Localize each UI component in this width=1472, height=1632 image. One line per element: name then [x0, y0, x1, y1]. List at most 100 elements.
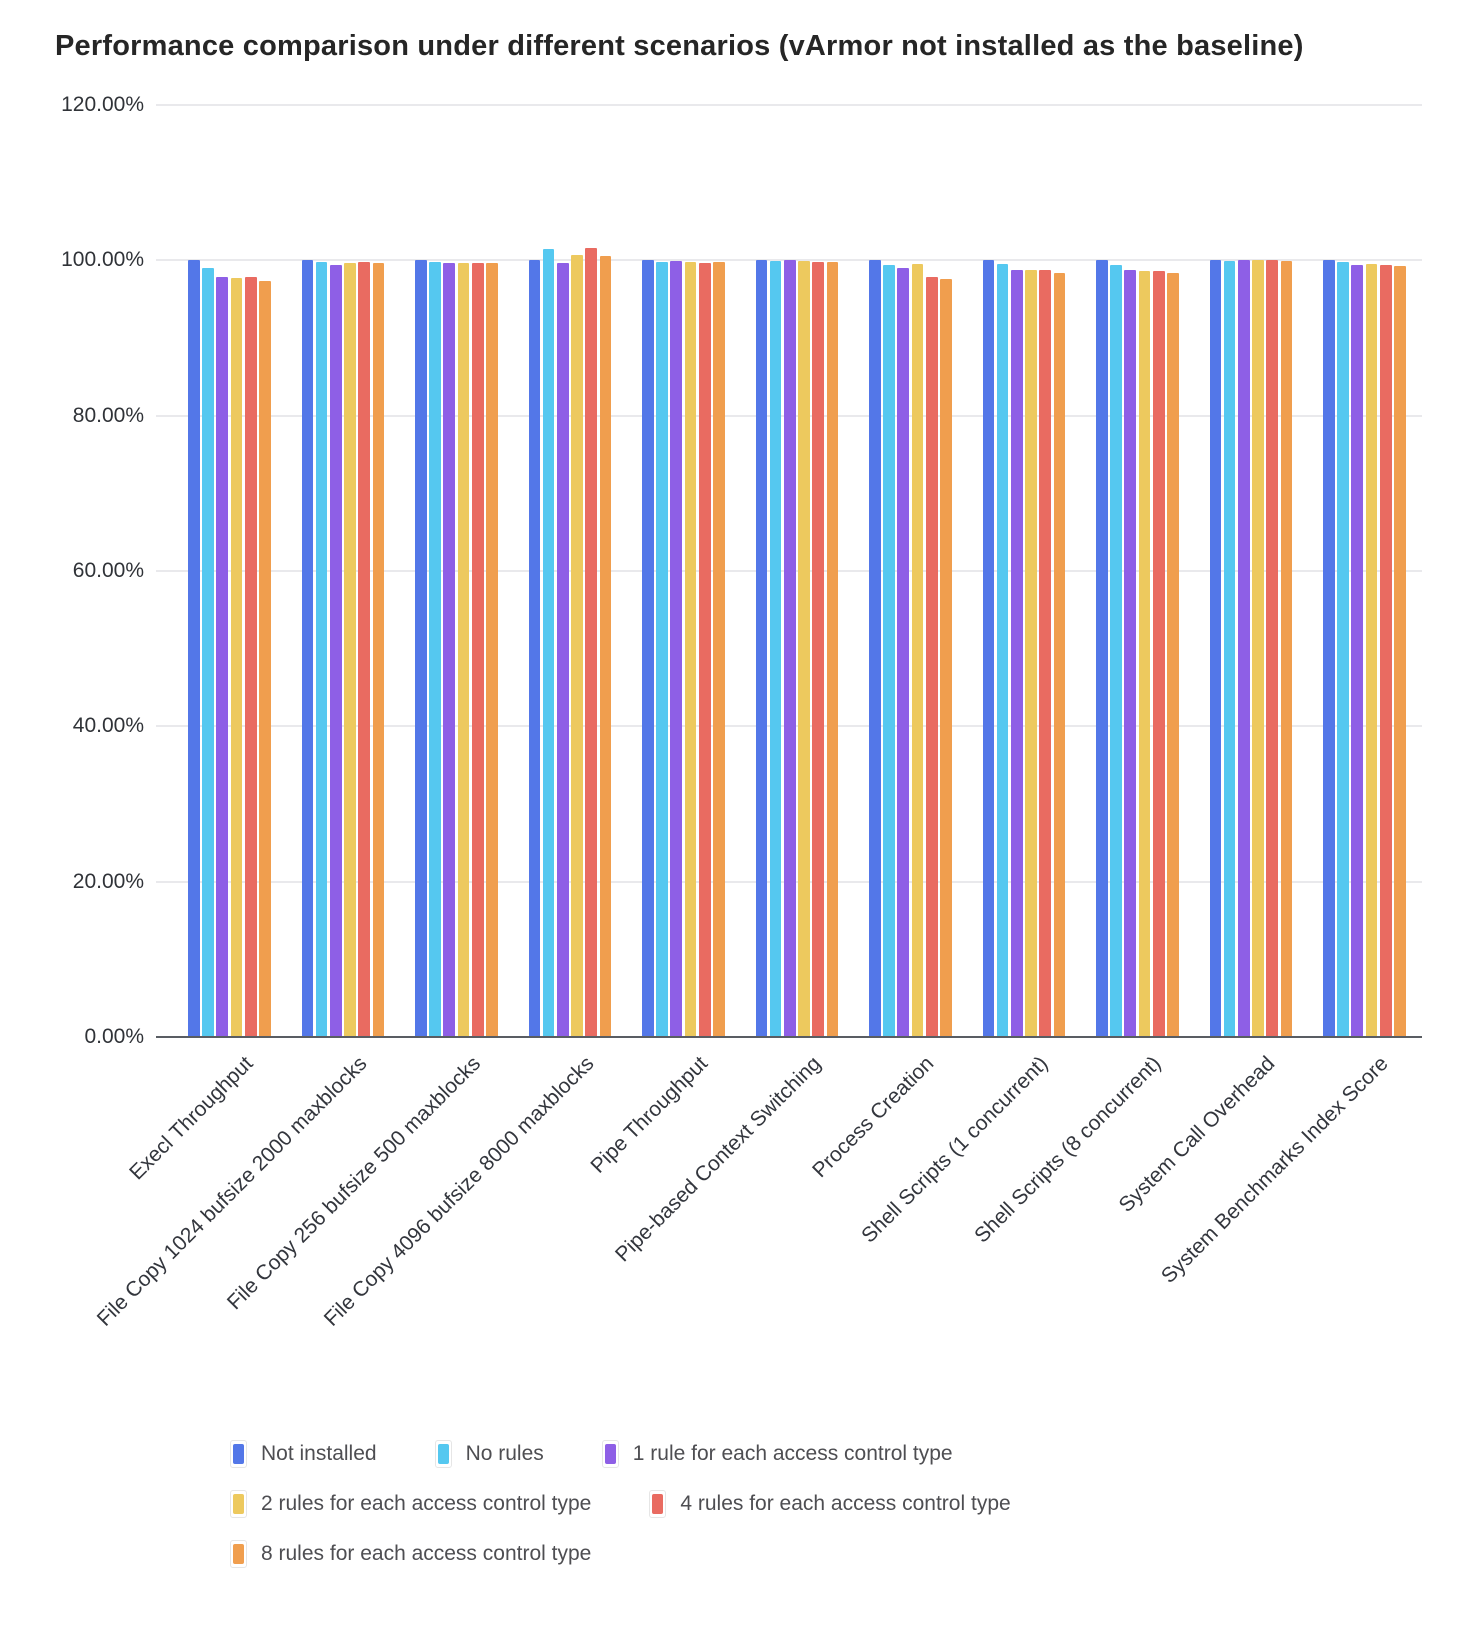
bar-1-rule-for-each-access-control-type-file-copy-4096-bufsize-8000-maxblocks [556, 262, 569, 1037]
x-axis-label-pipe-throughput: Pipe Throughput [585, 1052, 712, 1178]
bar-8-rules-for-each-access-control-type-process-creation [940, 278, 952, 1037]
legend-item-no-rules[interactable]: No rules [434, 1440, 544, 1468]
bar-4-rules-for-each-access-control-type-file-copy-1024-bufsize-2000-maxblocks [358, 261, 371, 1037]
bar-no-rules-shell-scripts-8-concurrent [1110, 264, 1122, 1037]
bar-1-rule-for-each-access-control-type-shell-scripts-1-concurrent [1010, 269, 1023, 1037]
legend-item-4-rules-for-each-access-control-type[interactable]: 4 rules for each access control type [649, 1490, 1011, 1518]
legend-label: Not installed [261, 1442, 377, 1465]
bar-4-rules-for-each-access-control-type-shell-scripts-8-concurrent [1152, 271, 1165, 1037]
bar-not-installed-execl-throughput [188, 260, 200, 1037]
bar-not-installed-shell-scripts-8-concurrent [1096, 260, 1108, 1037]
bar-no-rules-file-copy-256-bufsize-500-maxblocks [429, 261, 441, 1037]
bar-4-rules-for-each-access-control-type-execl-throughput [244, 277, 257, 1037]
x-axis-line [156, 1036, 1422, 1038]
legend-swatch-not-installed [230, 1440, 247, 1468]
bar-4-rules-for-each-access-control-type-pipe-throughput [698, 262, 711, 1037]
legend: Not installed No rules 1 rule for each acc… [230, 1440, 1245, 1568]
chart-title: Performance comparison under different s… [55, 30, 1304, 62]
gridline-120 [156, 103, 1422, 106]
x-axis-label-shell-scripts-8-concurrent: Shell Scripts (8 concurrent) [970, 1052, 1166, 1248]
legend-label: No rules [465, 1442, 544, 1465]
legend-swatch-4-rules-for-each-access-control-type [649, 1490, 667, 1518]
legend-swatch-1-rule-for-each-access-control-type [601, 1440, 619, 1468]
bar-2-rules-for-each-access-control-type-file-copy-1024-bufsize-2000-maxblocks [344, 262, 356, 1037]
bar-1-rule-for-each-access-control-type-file-copy-256-bufsize-500-maxblocks [443, 263, 456, 1037]
bar-no-rules-pipe-based-context-switching [769, 261, 782, 1037]
bar-4-rules-for-each-access-control-type-file-copy-4096-bufsize-8000-maxblocks [585, 247, 598, 1037]
bar-not-installed-process-creation [869, 260, 881, 1037]
bar-8-rules-for-each-access-control-type-shell-scripts-8-concurrent [1167, 272, 1179, 1037]
legend-swatch-color [233, 1544, 244, 1564]
legend-item-2-rules-for-each-access-control-type[interactable]: 2 rules for each access control type [230, 1490, 591, 1518]
bar-2-rules-for-each-access-control-type-shell-scripts-1-concurrent [1025, 269, 1037, 1037]
bar-8-rules-for-each-access-control-type-file-copy-1024-bufsize-2000-maxblocks [372, 263, 385, 1037]
x-axis-label-pipe-based-context-switching: Pipe-based Context Switching [610, 1052, 826, 1267]
bar-8-rules-for-each-access-control-type-system-benchmarks-index-score [1394, 265, 1406, 1037]
bar-2-rules-for-each-access-control-type-system-call-overhead [1252, 260, 1264, 1037]
legend-swatch-no-rules [434, 1440, 452, 1468]
y-tick-label-40: 40.00% [72, 714, 144, 738]
x-axis-label-system-benchmarks-index-score: System Benchmarks Index Score [1156, 1052, 1393, 1288]
legend-label: 8 rules for each access control type [261, 1542, 592, 1565]
legend-swatch-color [233, 1494, 244, 1514]
bar-not-installed-pipe-based-context-switching [755, 260, 768, 1037]
bar-4-rules-for-each-access-control-type-pipe-based-context-switching [812, 261, 825, 1037]
legend-swatch-color [233, 1444, 244, 1464]
legend-swatch-color [604, 1444, 616, 1464]
y-tick-label-20: 20.00% [72, 869, 144, 893]
bar-no-rules-system-call-overhead [1223, 261, 1236, 1037]
legend-item-8-rules-for-each-access-control-type[interactable]: 8 rules for each access control type [230, 1540, 591, 1568]
legend-item-1-rule-for-each-access-control-type[interactable]: 1 rule for each access control type [601, 1440, 953, 1468]
bar-2-rules-for-each-access-control-type-file-copy-4096-bufsize-8000-maxblocks [571, 254, 583, 1037]
bar-not-installed-file-copy-256-bufsize-500-maxblocks [415, 260, 427, 1037]
legend-swatch-8-rules-for-each-access-control-type [230, 1540, 247, 1568]
bar-8-rules-for-each-access-control-type-file-copy-256-bufsize-500-maxblocks [486, 263, 498, 1037]
bar-no-rules-execl-throughput [202, 268, 214, 1037]
legend-item-not-installed[interactable]: Not installed [230, 1440, 377, 1468]
x-axis-label-file-copy-256-bufsize-500-maxblocks: File Copy 256 bufsize 500 maxblocks [222, 1052, 485, 1315]
bar-2-rules-for-each-access-control-type-file-copy-256-bufsize-500-maxblocks [457, 262, 470, 1037]
bar-4-rules-for-each-access-control-type-system-call-overhead [1266, 259, 1279, 1037]
legend-swatch-color [437, 1444, 449, 1464]
bar-no-rules-shell-scripts-1-concurrent [996, 264, 1009, 1037]
bar-2-rules-for-each-access-control-type-shell-scripts-8-concurrent [1138, 271, 1151, 1037]
bar-1-rule-for-each-access-control-type-file-copy-1024-bufsize-2000-maxblocks [329, 264, 342, 1037]
bar-8-rules-for-each-access-control-type-execl-throughput [259, 281, 271, 1037]
bar-1-rule-for-each-access-control-type-shell-scripts-8-concurrent [1124, 270, 1137, 1037]
bar-1-rule-for-each-access-control-type-system-benchmarks-index-score [1351, 264, 1364, 1037]
y-tick-label-0: 0.00% [84, 1025, 144, 1048]
bar-4-rules-for-each-access-control-type-file-copy-256-bufsize-500-maxblocks [471, 262, 484, 1037]
bar-no-rules-file-copy-1024-bufsize-2000-maxblocks [315, 261, 328, 1037]
bar-no-rules-pipe-throughput [656, 261, 668, 1037]
y-tick-label-60: 60.00% [72, 558, 144, 582]
bar-4-rules-for-each-access-control-type-system-benchmarks-index-score [1379, 264, 1392, 1037]
bar-4-rules-for-each-access-control-type-process-creation [925, 276, 938, 1037]
bar-2-rules-for-each-access-control-type-pipe-based-context-switching [798, 261, 810, 1037]
bar-not-installed-pipe-throughput [642, 260, 654, 1037]
legend-swatch-color [652, 1494, 664, 1514]
legend-label: 1 rule for each access control type [632, 1442, 953, 1465]
y-tick-label-100: 100.00% [61, 248, 144, 272]
bar-8-rules-for-each-access-control-type-shell-scripts-1-concurrent [1053, 272, 1066, 1037]
bar-1-rule-for-each-access-control-type-system-call-overhead [1237, 260, 1250, 1037]
bar-not-installed-file-copy-4096-bufsize-8000-maxblocks [528, 260, 541, 1037]
bar-8-rules-for-each-access-control-type-pipe-based-context-switching [826, 261, 839, 1037]
bar-1-rule-for-each-access-control-type-pipe-throughput [670, 261, 683, 1037]
bar-1-rule-for-each-access-control-type-process-creation [897, 268, 910, 1037]
bar-2-rules-for-each-access-control-type-system-benchmarks-index-score [1365, 264, 1378, 1037]
bar-2-rules-for-each-access-control-type-execl-throughput [230, 278, 243, 1037]
bar-no-rules-system-benchmarks-index-score [1337, 261, 1349, 1037]
x-axis-label-execl-throughput: Execl Throughput [125, 1052, 258, 1185]
bar-1-rule-for-each-access-control-type-pipe-based-context-switching [783, 260, 796, 1037]
bar-2-rules-for-each-access-control-type-pipe-throughput [684, 261, 697, 1037]
legend-label: 2 rules for each access control type [261, 1492, 592, 1515]
bar-not-installed-system-benchmarks-index-score [1323, 260, 1335, 1037]
bar-2-rules-for-each-access-control-type-process-creation [911, 264, 924, 1037]
bar-not-installed-file-copy-1024-bufsize-2000-maxblocks [301, 260, 314, 1037]
bar-8-rules-for-each-access-control-type-file-copy-4096-bufsize-8000-maxblocks [599, 255, 612, 1037]
x-axis-label-shell-scripts-1-concurrent: Shell Scripts (1 concurrent) [856, 1052, 1053, 1248]
y-tick-label-120: 120.00% [61, 92, 144, 116]
legend-label: 4 rules for each access control type [680, 1492, 1011, 1515]
y-tick-label-80: 80.00% [72, 403, 144, 427]
